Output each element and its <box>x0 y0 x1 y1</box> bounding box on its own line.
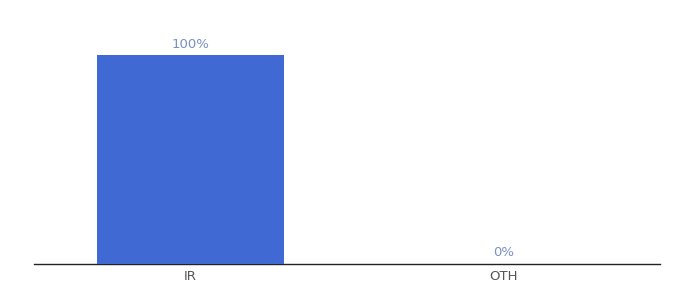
Text: 0%: 0% <box>493 246 513 259</box>
Bar <box>97 55 284 264</box>
Text: 100%: 100% <box>171 38 209 51</box>
